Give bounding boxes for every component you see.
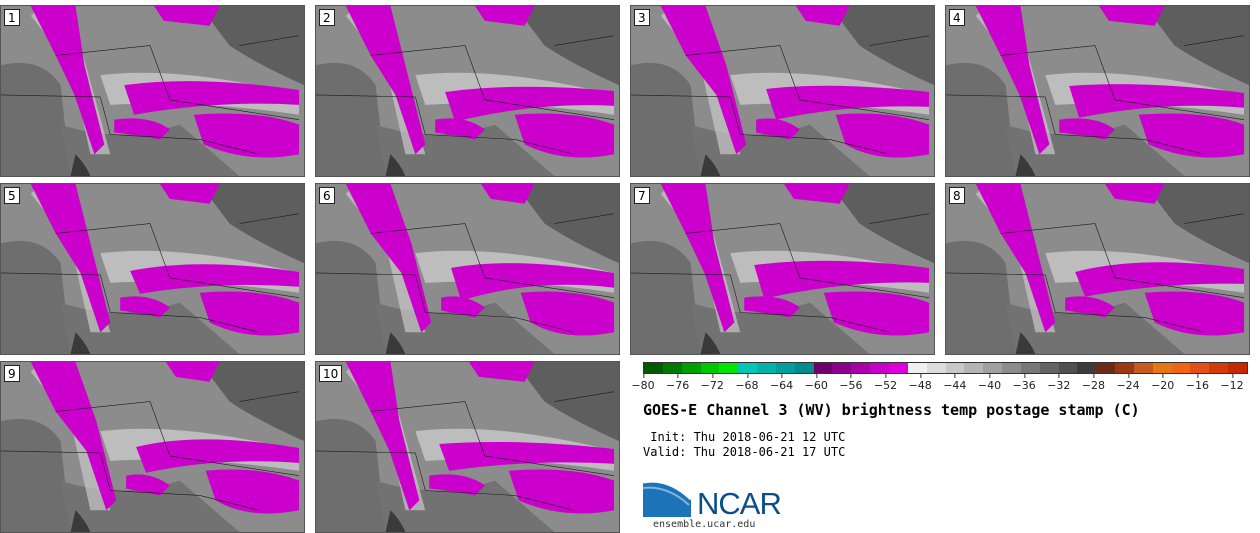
map-panel-1: 1 (0, 5, 305, 177)
colorbar-segment (1152, 363, 1172, 373)
colorbar-segment (983, 363, 1003, 373)
colorbar-segment (945, 363, 965, 373)
panel-label: 3 (634, 9, 650, 26)
map-panel-3: 3 (630, 5, 935, 177)
colorbar-tick: −44 (943, 374, 966, 392)
colorbar-segment (1133, 363, 1153, 373)
panel-label: 10 (319, 365, 343, 382)
wv-satellite-map-icon (631, 6, 934, 176)
colorbar-tick: −12 (1220, 374, 1244, 392)
wv-satellite-map-icon (946, 184, 1249, 354)
figure-title: GOES-E Channel 3 (WV) brightness temp po… (643, 401, 1140, 419)
colorbar-segment (1039, 363, 1059, 373)
wv-satellite-map-icon (316, 362, 619, 532)
colorbar-segment (1190, 363, 1210, 373)
map-panel-6: 6 (315, 183, 620, 355)
colorbar-segment (888, 363, 908, 373)
colorbar-tick: −72 (701, 374, 724, 392)
ncar-logo-icon (643, 479, 693, 517)
colorbar-segment (1171, 363, 1191, 373)
colorbar-segment (832, 363, 852, 373)
wv-satellite-map-icon (946, 6, 1249, 176)
colorbar-segment (907, 363, 927, 373)
panel-label: 4 (949, 9, 965, 26)
colorbar-tick: −68 (735, 374, 759, 392)
wv-satellite-map-icon (1, 362, 304, 532)
map-panel-2: 2 (315, 5, 620, 177)
wv-satellite-map-icon (316, 184, 619, 354)
colorbar-segment (1002, 363, 1021, 373)
map-panel-7: 7 (630, 183, 935, 355)
colorbar-tick: −20 (1151, 374, 1174, 392)
panel-label: 7 (634, 187, 650, 204)
panel-label: 1 (4, 9, 20, 26)
colorbar-segment (813, 363, 833, 373)
colorbar-segment (1228, 363, 1247, 373)
ensemble-url: ensemble.ucar.edu (653, 519, 756, 530)
colorbar-segment (775, 363, 795, 373)
wv-satellite-map-icon (1, 6, 304, 176)
logo-text: NCAR (697, 486, 782, 521)
colorbar-tick: −28 (1082, 374, 1105, 392)
map-panel-4: 4 (945, 5, 1250, 177)
colorbar-segment (794, 363, 814, 373)
colorbar-segment (1209, 363, 1229, 373)
colorbar-segment (870, 363, 889, 373)
map-panel-8: 8 (945, 183, 1250, 355)
colorbar-tick: −76 (666, 374, 689, 392)
colorbar-ticks: −80 −76 −72 −68 −64 −60 −56 −52 −48 −44 −40 −36 −32−… (631, 374, 1248, 398)
panel-label: 9 (4, 365, 20, 382)
colorbar-segment (719, 363, 739, 373)
colorbar-segment (757, 363, 776, 373)
panel-label: 2 (319, 9, 335, 26)
wv-satellite-map-icon (316, 6, 619, 176)
colorbar-segment (851, 363, 871, 373)
colorbar-segment (1020, 363, 1040, 373)
panel-label: 8 (949, 187, 965, 204)
colorbar-segment (644, 363, 663, 373)
colorbar-segment (1115, 363, 1134, 373)
colorbar-segment (662, 363, 682, 373)
map-panel-9: 9 (0, 361, 305, 533)
colorbar-segment (964, 363, 984, 373)
map-panel-10: 10 (315, 361, 620, 533)
colorbar-segment (738, 363, 758, 373)
colorbar-tick: −80 (631, 374, 655, 392)
panel-label: 6 (319, 187, 335, 204)
init-time: Init: Thu 2018-06-21 12 UTC (643, 430, 846, 444)
colorbar-tick: −36 (1013, 374, 1036, 392)
colorbar-tick: −56 (839, 374, 862, 392)
colorbar-tick: −24 (1116, 374, 1140, 392)
map-panel-5: 5 (0, 183, 305, 355)
colorbar-segment (681, 363, 701, 373)
colorbar-segment (1096, 363, 1116, 373)
panel-label: 5 (4, 187, 20, 204)
colorbar-tick: −52 (874, 374, 897, 392)
colorbar-segment (926, 363, 946, 373)
wv-satellite-map-icon (631, 184, 934, 354)
colorbar-segment (700, 363, 720, 373)
colorbar-tick: −60 (805, 374, 828, 392)
colorbar-tick: −48 (909, 374, 932, 392)
colorbar (643, 362, 1248, 374)
colorbar-segment (1058, 363, 1078, 373)
colorbar-tick: −16 (1186, 374, 1209, 392)
colorbar-tick: −32 (1047, 374, 1070, 392)
valid-time: Valid: Thu 2018-06-21 17 UTC (643, 445, 846, 459)
colorbar-tick: −40 (978, 374, 1001, 392)
colorbar-segment (1077, 363, 1097, 373)
wv-satellite-map-icon (1, 184, 304, 354)
colorbar-tick: −64 (770, 374, 793, 392)
